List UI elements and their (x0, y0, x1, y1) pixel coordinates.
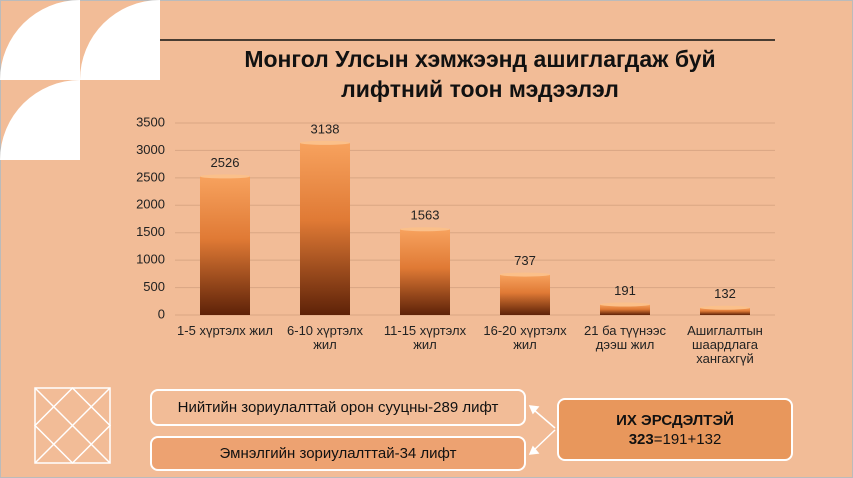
y-tick-label: 1500 (136, 224, 165, 239)
icon (33, 386, 112, 465)
bar-top (700, 305, 750, 310)
bar (300, 142, 350, 315)
x-tick-label: 6-10 хүртэлх жил (287, 323, 363, 352)
x-tick-label: 16-20 хүртэлх жил (483, 323, 567, 352)
y-tick-label: 500 (143, 279, 165, 294)
data-label: 191 (614, 283, 636, 298)
bar (400, 229, 450, 315)
bar-top (200, 174, 250, 179)
x-tick-label: 1-5 хүртэлх жил (177, 323, 273, 338)
connector (528, 405, 556, 455)
y-tick-label: 3000 (136, 142, 165, 157)
y-tick-label: 2500 (136, 169, 165, 184)
bar-top (400, 227, 450, 232)
y-tick-label: 2000 (136, 197, 165, 212)
data-label: 2526 (211, 155, 240, 170)
x-tick-label: 21 ба түүнээс дээш жил (584, 323, 666, 352)
data-label: 737 (514, 253, 536, 268)
y-tick-label: 0 (158, 306, 165, 321)
x-tick-label: Ашиглалтын шаардлага хангахгүй (687, 323, 763, 366)
decor-shape (80, 0, 160, 80)
callout-box: Нийтийн зориулалттай орон сууцны-289 лиф… (150, 389, 526, 426)
bar (700, 307, 750, 315)
bar-top (500, 272, 550, 277)
data-label: 3138 (311, 121, 340, 136)
bar (600, 304, 650, 315)
risk-formula: 323=191+132 (629, 430, 722, 449)
bar-top (300, 140, 350, 145)
y-tick-label: 1000 (136, 252, 165, 267)
bar-top (600, 302, 650, 307)
x-tick-label: 11-15 хүртэлх жил (383, 323, 467, 352)
bar (500, 274, 550, 315)
y-tick-label: 3500 (136, 114, 165, 129)
risk-total: 323 (628, 430, 654, 448)
risk-sum: =191+132 (653, 430, 722, 448)
risk-box: ИХ ЭРСДЭЛТЭЙ 323=191+132 (557, 398, 793, 461)
decor-shape (0, 80, 80, 160)
risk-title: ИХ ЭРСДЭЛТЭЙ (616, 411, 734, 429)
decor-shape (0, 0, 80, 80)
data-label: 132 (714, 286, 736, 301)
chart-title: Монгол Улсын хэмжээнд ашиглагдаж буй лиф… (244, 46, 716, 102)
data-label: 1563 (411, 208, 440, 223)
bar (200, 176, 250, 315)
callout-box: Эмнэлгийн зориулалттай-34 лифт (150, 436, 526, 471)
